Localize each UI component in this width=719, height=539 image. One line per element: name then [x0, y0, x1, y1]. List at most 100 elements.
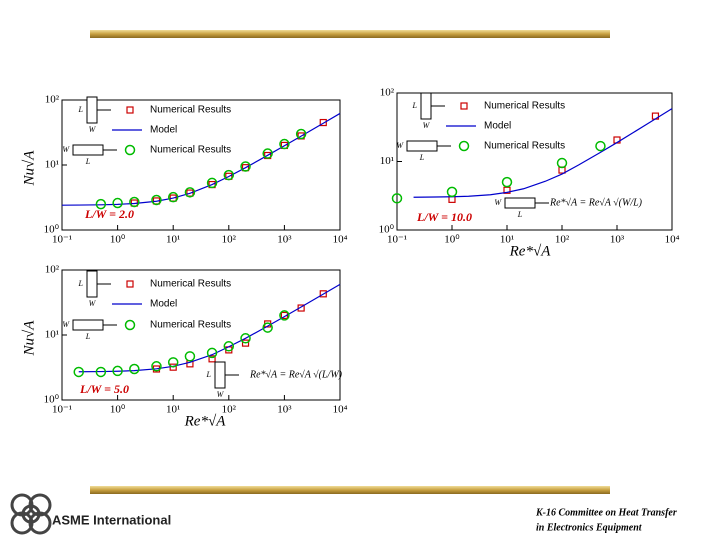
- circle-marker: [240, 161, 251, 172]
- legend-marker: [458, 140, 470, 152]
- circle-marker: [167, 357, 179, 368]
- icon-label: W: [62, 320, 70, 329]
- ratio-annotation: L/W = 2.0: [84, 207, 134, 221]
- y-axis-label: Nu√A: [21, 320, 37, 357]
- icon-label: L: [412, 101, 418, 110]
- y-tick-label: 10²: [380, 87, 395, 99]
- square-marker: [241, 339, 250, 347]
- circle-marker: [556, 157, 568, 169]
- committee-line2: in Electronics Equipment: [536, 522, 643, 533]
- bottom-bar: [90, 486, 610, 494]
- x-tick-label: 10¹: [166, 234, 180, 246]
- legend-marker: [126, 280, 134, 288]
- model-line: [78, 283, 341, 373]
- square-marker: [208, 355, 216, 363]
- circle-marker: [391, 193, 403, 204]
- model-line: [413, 108, 673, 198]
- icon-label: W: [423, 121, 431, 130]
- x-tick-label: 10¹: [500, 234, 514, 246]
- icon-label: W: [217, 390, 225, 399]
- legend-label: Model: [484, 121, 511, 132]
- circle-marker: [223, 169, 235, 181]
- circle-marker: [295, 128, 307, 140]
- circle-marker: [595, 140, 606, 152]
- x-tick-label: 10⁰: [110, 234, 126, 246]
- y-tick-label: 10²: [45, 94, 60, 106]
- geometry-icon: [420, 92, 432, 120]
- circle-marker: [223, 341, 235, 352]
- geometry-icon: [214, 361, 226, 389]
- y-tick-label: 10⁰: [44, 394, 60, 406]
- icon-label: W: [494, 198, 502, 207]
- x-tick-label: 10³: [277, 234, 292, 246]
- legend-label: Model: [150, 125, 177, 136]
- square-marker: [319, 118, 327, 127]
- circle-marker: [73, 366, 84, 378]
- circle-marker: [184, 351, 196, 362]
- icon-label: W: [89, 299, 97, 308]
- legend-marker: [126, 106, 134, 114]
- y-tick-label: 10²: [45, 264, 60, 276]
- icon-label: W: [62, 145, 70, 154]
- circle-marker: [167, 191, 179, 203]
- legend-marker: [124, 319, 136, 331]
- y-tick-label: 10⁰: [44, 224, 60, 236]
- x-tick-label: 10⁴: [665, 234, 680, 246]
- y-tick-label: 10¹: [380, 155, 394, 167]
- circle-marker: [129, 196, 140, 208]
- circle-marker: [501, 176, 513, 188]
- model-line: [61, 112, 341, 206]
- x-tick-label: 10⁻¹: [52, 234, 72, 246]
- circle-marker: [206, 177, 218, 189]
- circle-marker: [151, 361, 162, 372]
- formula: Re*√A = Re√A √(W/L): [549, 197, 643, 208]
- top-bar: [90, 30, 610, 38]
- y-axis-label: Nu√A: [21, 150, 37, 187]
- committee: K-16 Committee on Heat Transfer: [535, 507, 677, 518]
- legend-label: Numerical Results: [484, 101, 565, 112]
- icon-label: L: [206, 370, 212, 379]
- circle-marker: [151, 194, 162, 206]
- legend-label: Numerical Results: [150, 279, 231, 290]
- icon-label: L: [85, 157, 91, 166]
- x-tick-label: 10¹: [166, 404, 180, 416]
- square-marker: [319, 290, 327, 298]
- y-tick-label: 10⁰: [379, 224, 395, 236]
- ratio-annotation: L/W = 5.0: [79, 382, 129, 396]
- x-tick-label: 10³: [610, 234, 625, 246]
- x-tick-label: 10²: [222, 234, 237, 246]
- y-tick-label: 10¹: [45, 329, 59, 341]
- x-tick-label: 10²: [222, 404, 237, 416]
- circle-marker: [262, 148, 273, 159]
- legend-marker: [460, 102, 468, 110]
- x-tick-label: 10⁰: [110, 404, 126, 416]
- circle-marker: [279, 138, 290, 150]
- legend-label: Model: [150, 299, 177, 310]
- x-tick-label: 10⁴: [333, 404, 348, 416]
- circle-marker: [262, 322, 273, 333]
- circle-marker: [95, 198, 107, 210]
- legend-marker: [124, 144, 136, 156]
- circle-marker: [112, 197, 123, 209]
- y-tick-label: 10¹: [45, 159, 59, 171]
- geometry-icon: [72, 144, 104, 156]
- geometry-icon: [86, 96, 98, 124]
- x-tick-label: 10⁻¹: [387, 234, 407, 246]
- circle-marker: [95, 366, 107, 378]
- formula: Re*√A = Re√A √(L/W): [249, 369, 343, 380]
- circle-marker: [206, 347, 218, 359]
- icon-label: L: [517, 210, 523, 219]
- x-axis-label: Re*√A: [509, 243, 552, 259]
- legend-label: Numerical Results: [150, 320, 231, 331]
- geometry-icon: [72, 319, 104, 331]
- geometry-icon: [406, 140, 438, 152]
- circle-marker: [129, 363, 140, 375]
- org-name: ASME International: [52, 512, 171, 527]
- x-axis-label: Re*√A: [184, 413, 227, 429]
- logo: [10, 493, 52, 535]
- x-tick-label: 10⁴: [333, 234, 348, 246]
- x-tick-label: 10³: [277, 404, 292, 416]
- x-tick-label: 10²: [555, 234, 570, 246]
- icon-label: W: [89, 125, 97, 134]
